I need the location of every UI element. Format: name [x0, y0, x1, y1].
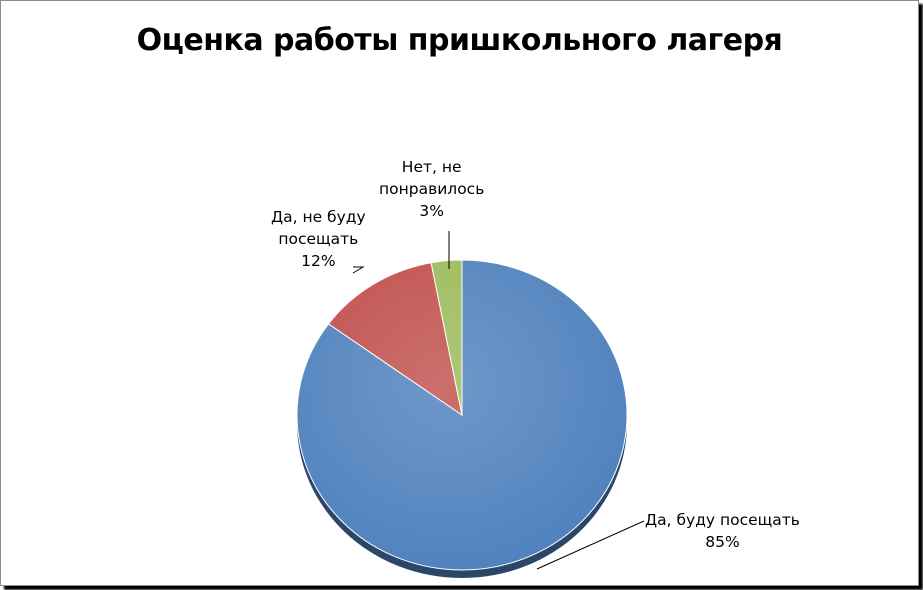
slice-label-green-name-2: понравилось	[379, 180, 485, 198]
pie-highlight	[297, 260, 627, 570]
slice-label-blue-name: Да, буду посещать	[645, 511, 800, 529]
leader-line-blue	[536, 520, 645, 570]
slice-label-green: Нет, не понравилось 3%	[379, 156, 484, 222]
slice-label-blue: Да, буду посещать 85%	[645, 509, 800, 553]
slice-label-red: Да, не буду посещать 12%	[271, 206, 366, 272]
slice-label-red-name-2: посещать	[278, 230, 359, 248]
chart-title: Оценка работы пришкольного лагеря	[136, 23, 783, 58]
slice-label-blue-value: 85%	[705, 533, 740, 551]
slice-label-green-name-1: Нет, не	[401, 158, 462, 176]
slice-label-green-value: 3%	[419, 202, 444, 220]
leader-line-red	[352, 266, 365, 274]
slice-label-red-name-1: Да, не буду	[271, 208, 366, 226]
slice-label-red-value: 12%	[301, 252, 336, 270]
